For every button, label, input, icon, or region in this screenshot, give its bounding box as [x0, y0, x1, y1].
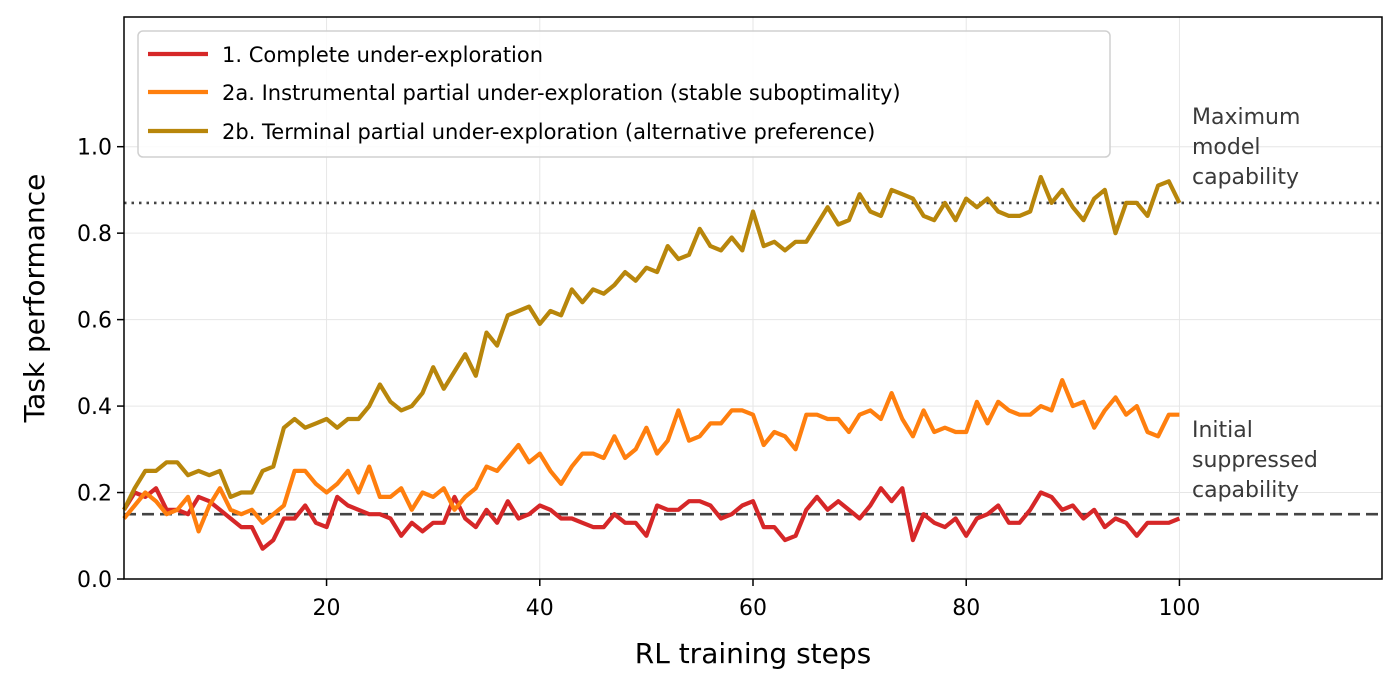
- series-line-3: [122, 174, 1182, 511]
- x-axis-ticks: 20 40 60 80 100: [313, 579, 1200, 621]
- x-tick-label: 40: [526, 596, 554, 621]
- reference-annotations: Maximum model capability Initial suppressed c…: [1192, 105, 1318, 503]
- x-tick-label: 20: [313, 596, 341, 621]
- x-tick-label: 60: [739, 596, 767, 621]
- y-tick-label: 0.4: [77, 395, 112, 420]
- series-line-1: [122, 486, 1181, 551]
- series-line-2: [122, 378, 1180, 534]
- legend: 1. Complete under-exploration 2a. Instrum…: [137, 30, 1111, 158]
- x-tick-label: 100: [1158, 596, 1200, 621]
- y-axis-ticks: 0.0 0.2 0.4 0.6 0.8 1.0: [77, 136, 124, 593]
- y-tick-label: 1.0: [77, 136, 112, 161]
- y-tick-label: 0.0: [77, 568, 112, 593]
- legend-label-2: 2a. Instrumental partial under-explorati…: [222, 81, 901, 105]
- legend-label-3: 2b. Terminal partial under-exploration (…: [222, 120, 875, 144]
- max-capability-label: Maximum model capability: [1192, 105, 1300, 190]
- initial-capability-label: Initial suppressed capability: [1192, 418, 1318, 503]
- y-tick-label: 0.2: [77, 482, 112, 507]
- y-tick-label: 0.8: [77, 222, 112, 247]
- x-tick-label: 80: [952, 596, 980, 621]
- y-tick-label: 0.6: [77, 309, 112, 334]
- series-lines: [122, 174, 1182, 551]
- x-axis-title: RL training steps: [635, 637, 871, 670]
- reference-lines: [124, 201, 1382, 516]
- legend-box: [137, 30, 1111, 158]
- y-axis-title: Task performance: [18, 174, 51, 424]
- legend-label-1: 1. Complete under-exploration: [222, 43, 543, 67]
